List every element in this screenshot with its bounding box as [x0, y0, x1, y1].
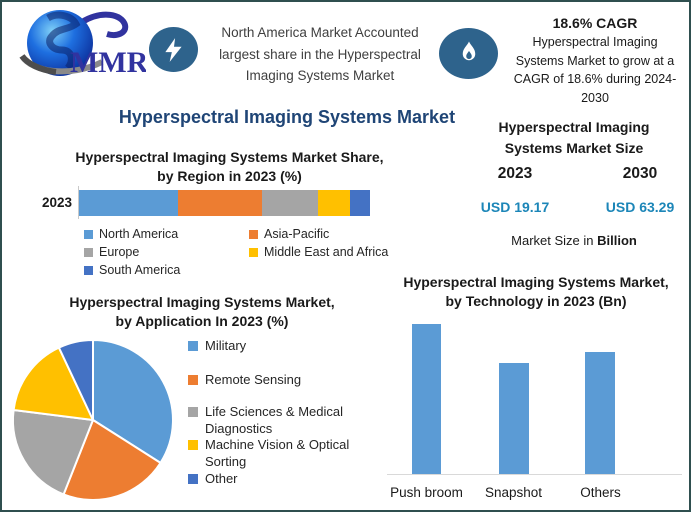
bar-others	[585, 352, 615, 474]
market-size-year-2023: 2023	[497, 165, 533, 182]
legend-item-middle-east-africa: Middle East and Africa	[249, 245, 419, 259]
page-title: Hyperspectral Imaging Systems Market	[118, 107, 456, 127]
technology-chart-title: Hyperspectral Imaging Systems Market, by…	[385, 273, 687, 311]
legend-label: Life Sciences & Medical Diagnostics	[205, 404, 344, 436]
legend-item-asia-pacific: Asia-Pacific	[249, 227, 419, 241]
logo-text: MMR	[70, 46, 146, 79]
cagr-line: CAGR of 18.6% during 2024-	[513, 72, 677, 86]
legend-item-life-sciences: Life Sciences & Medical Diagnostics	[188, 404, 366, 437]
market-size-note: Market Size in Billion	[460, 233, 688, 248]
flame-badge	[439, 28, 498, 79]
application-chart-title-line2: by Application In 2023 (%)	[115, 313, 289, 329]
region-chart-title-line1: Hyperspectral Imaging Systems Market Sha…	[75, 149, 384, 165]
cagr-block: 18.6% CAGR Hyperspectral Imaging Systems…	[501, 15, 689, 107]
lightning-badge	[149, 27, 198, 72]
legend-marker	[188, 375, 198, 385]
legend-label: Remote Sensing	[205, 372, 302, 387]
market-size-year-2030: 2030	[622, 165, 658, 182]
legend-item-machine-vision: Machine Vision & Optical Sorting	[188, 437, 366, 470]
region-chart-title: Hyperspectral Imaging Systems Market Sha…	[57, 148, 402, 186]
legend-marker	[188, 474, 198, 484]
pie-slice	[12, 409, 94, 496]
legend-marker	[84, 266, 93, 275]
legend-marker	[188, 407, 198, 417]
market-size-note-unit: Billion	[597, 233, 637, 248]
technology-chart-title-line1: Hyperspectral Imaging Systems Market,	[403, 274, 669, 290]
legend-marker	[188, 341, 198, 351]
legend-label: North America	[99, 227, 179, 241]
market-size-value-2030: USD 63.29	[605, 199, 675, 215]
market-size-note-prefix: Market Size in	[511, 233, 598, 248]
market-size-title: Hyperspectral Imaging Systems Market Siz…	[460, 117, 688, 159]
cagr-title: 18.6% CAGR	[552, 15, 638, 31]
flame-icon	[462, 41, 475, 60]
pie-slice	[62, 419, 162, 501]
legend-marker	[249, 248, 258, 257]
legend-item-europe: Europe	[84, 245, 249, 259]
legend-marker	[84, 230, 93, 239]
legend-label: Asia-Pacific	[264, 227, 330, 241]
legend-label: Other	[205, 471, 238, 486]
legend-label: Machine Vision & Optical Sorting	[205, 437, 350, 469]
legend-item-military: Military	[188, 338, 368, 355]
bar-push-broom	[412, 324, 441, 474]
market-size-title-line2: Systems Market Size	[504, 140, 644, 156]
legend-item-remote-sensing: Remote Sensing	[188, 372, 368, 389]
pie-slice	[12, 346, 94, 421]
globe-logo-icon: MMR	[19, 10, 149, 79]
region-legend: North America Asia-Pacific Europe Middle…	[84, 227, 419, 277]
legend-marker	[249, 230, 258, 239]
legend-label: South America	[99, 263, 181, 277]
region-bar-segment	[262, 190, 318, 216]
bar-label-snapshot: Snapshot	[484, 485, 543, 500]
highlight-line: Imaging Systems Market	[245, 68, 395, 83]
legend-item-south-america: South America	[84, 263, 249, 277]
pie-slice	[57, 338, 94, 421]
region-chart-title-line2: by Region in 2023 (%)	[157, 168, 302, 184]
region-bar-segment	[317, 190, 350, 216]
region-bar-segment	[177, 190, 263, 216]
bar-snapshot	[499, 363, 529, 474]
highlight-line: North America Market Accounted	[221, 25, 419, 40]
region-chart-axis-line	[78, 186, 79, 219]
legend-marker	[84, 248, 93, 257]
cagr-line: Hyperspectral Imaging	[532, 35, 658, 49]
market-size-title-line1: Hyperspectral Imaging	[498, 119, 650, 135]
market-size-value-2023: USD 19.17	[480, 199, 550, 215]
mmr-logo: MMR	[18, 6, 149, 86]
legend-item-other: Other	[188, 471, 368, 488]
legend-item-north-america: North America	[84, 227, 249, 241]
application-pie-chart	[12, 338, 174, 501]
technology-bar-plot	[387, 314, 682, 475]
region-stacked-bar	[79, 190, 371, 216]
highlight-text: North America Market Accounted largest s…	[204, 22, 436, 87]
bar-label-others: Others	[580, 485, 621, 500]
legend-label: Europe	[99, 245, 140, 259]
region-bar-segment	[79, 190, 178, 216]
lightning-icon	[164, 37, 182, 62]
highlight-line: largest share in the Hyperspectral	[219, 46, 421, 62]
legend-marker	[188, 440, 198, 450]
legend-label: Military	[205, 338, 247, 353]
region-bar-segment	[349, 190, 371, 216]
technology-chart-title-line2: by Technology in 2023 (Bn)	[445, 293, 627, 309]
application-chart-title: Hyperspectral Imaging Systems Market, by…	[24, 293, 380, 331]
cagr-line: Systems Market to grow at a	[515, 53, 675, 68]
region-chart-category-label: 2023	[41, 195, 72, 210]
legend-label: Middle East and Africa	[264, 245, 389, 259]
application-chart-title-line1: Hyperspectral Imaging Systems Market,	[69, 294, 335, 310]
bar-label-push-broom: Push broom	[390, 485, 463, 500]
cagr-line: 2030	[581, 90, 609, 105]
